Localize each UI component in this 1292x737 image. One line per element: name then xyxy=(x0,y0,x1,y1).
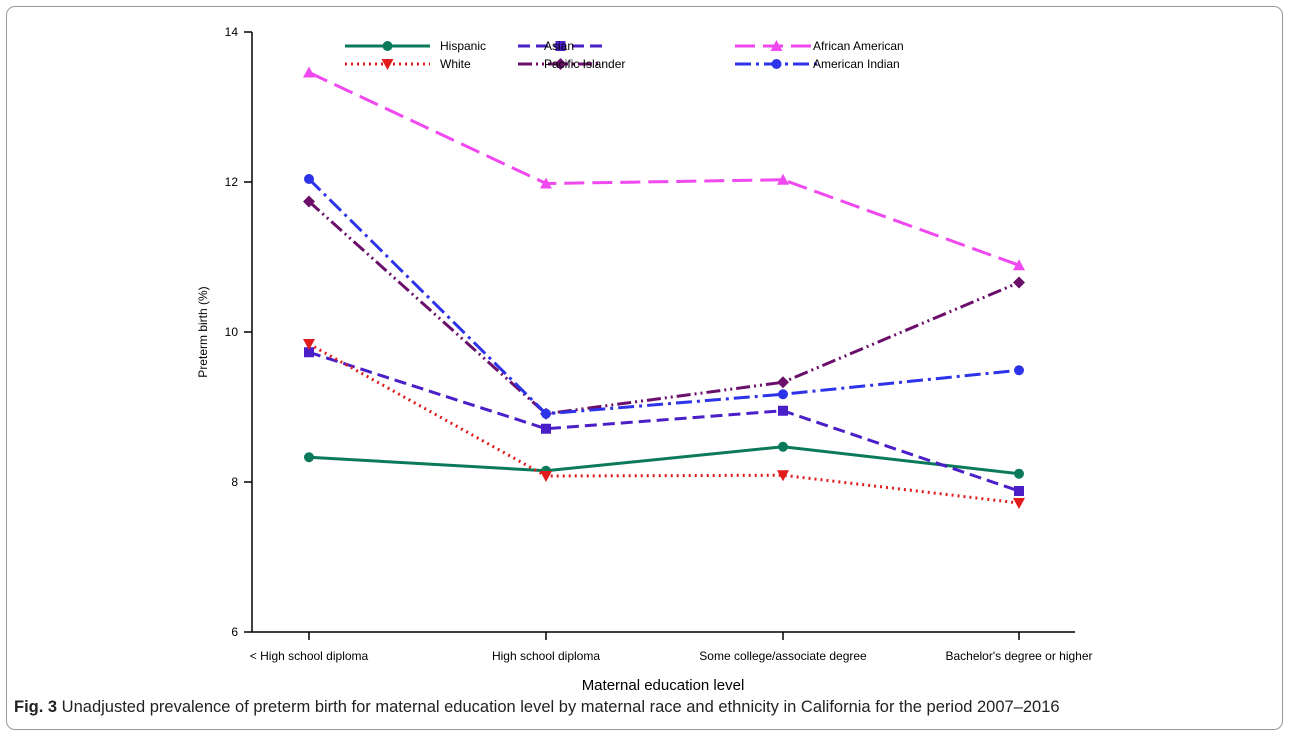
figure-caption-text: Unadjusted prevalence of preterm birth f… xyxy=(57,698,1060,716)
data-point xyxy=(1014,486,1024,496)
chart-axes: 6 8 10 12 14 < High school diploma High school… xyxy=(196,25,1093,694)
x-tick-label: < High school diploma xyxy=(250,649,369,663)
data-point xyxy=(554,58,567,70)
data-point xyxy=(541,408,551,419)
series-line xyxy=(308,342,1020,505)
figure-label: Fig. 3 xyxy=(14,698,58,716)
legend-label: White xyxy=(440,57,471,71)
data-point xyxy=(1014,468,1024,479)
series-white xyxy=(303,339,1025,509)
data-point xyxy=(382,41,393,51)
series-layer xyxy=(303,66,1025,509)
series-line xyxy=(308,71,1020,267)
chart-legend: Hispanic Asian African American White Pacifi… xyxy=(345,39,904,71)
x-tick-label: Bachelor's degree or higher xyxy=(945,649,1092,663)
data-point xyxy=(1013,259,1025,271)
data-point xyxy=(303,339,315,350)
legend-label: American Indian xyxy=(813,57,900,71)
legend-label: African American xyxy=(813,39,904,53)
y-tick-label: 14 xyxy=(225,25,239,39)
y-tick-label: 8 xyxy=(231,475,238,489)
legend-label: Asian xyxy=(544,39,574,53)
legend-item-african-american: African American xyxy=(735,39,904,53)
legend-item-hispanic: Hispanic xyxy=(345,39,486,53)
series-line xyxy=(308,445,1020,476)
legend-label: Pacific Islander xyxy=(544,57,625,71)
y-tick-label: 12 xyxy=(225,175,239,189)
series-line xyxy=(307,177,1020,416)
data-point xyxy=(540,177,552,189)
series-line xyxy=(308,350,1020,493)
data-point xyxy=(540,471,552,482)
data-point xyxy=(777,173,789,185)
legend-item-asian: Asian xyxy=(518,39,603,53)
series-african-american xyxy=(303,66,1025,271)
data-point xyxy=(555,41,566,51)
figure-frame xyxy=(6,6,1283,730)
series-pacific-islander xyxy=(303,195,1025,420)
data-point xyxy=(770,40,783,51)
y-axis-title: Preterm birth (%) xyxy=(196,286,210,377)
legend-item-american-indian: American Indian xyxy=(735,57,900,71)
y-tick-label: 6 xyxy=(231,625,238,639)
data-point xyxy=(541,423,551,434)
series-american-indian xyxy=(304,174,1024,419)
data-point xyxy=(778,441,788,452)
x-tick-label: High school diploma xyxy=(492,649,600,663)
data-point xyxy=(381,59,394,70)
data-point xyxy=(777,470,789,482)
data-point xyxy=(304,347,314,358)
data-point xyxy=(778,405,788,416)
figure-caption: Fig. 3 Unadjusted prevalence of preterm … xyxy=(14,698,1282,717)
data-point xyxy=(304,174,314,184)
legend-item-white: White xyxy=(345,57,471,71)
data-point xyxy=(771,59,782,69)
data-point xyxy=(303,66,315,78)
data-point xyxy=(1014,365,1024,376)
data-point xyxy=(304,452,314,463)
series-line xyxy=(307,200,1020,416)
data-point xyxy=(1013,276,1025,289)
data-point xyxy=(303,195,315,208)
y-tick-label: 10 xyxy=(225,325,239,339)
data-point xyxy=(1013,498,1025,509)
x-axis-title: Maternal education level xyxy=(582,677,745,694)
data-point xyxy=(777,376,789,389)
legend-label: Hispanic xyxy=(440,39,486,53)
series-hispanic xyxy=(304,441,1024,479)
legend-item-pacific-islander: Pacific Islander xyxy=(518,57,625,71)
data-point xyxy=(778,389,788,400)
x-tick-label: Some college/associate degree xyxy=(699,649,867,663)
series-asian xyxy=(304,347,1024,496)
